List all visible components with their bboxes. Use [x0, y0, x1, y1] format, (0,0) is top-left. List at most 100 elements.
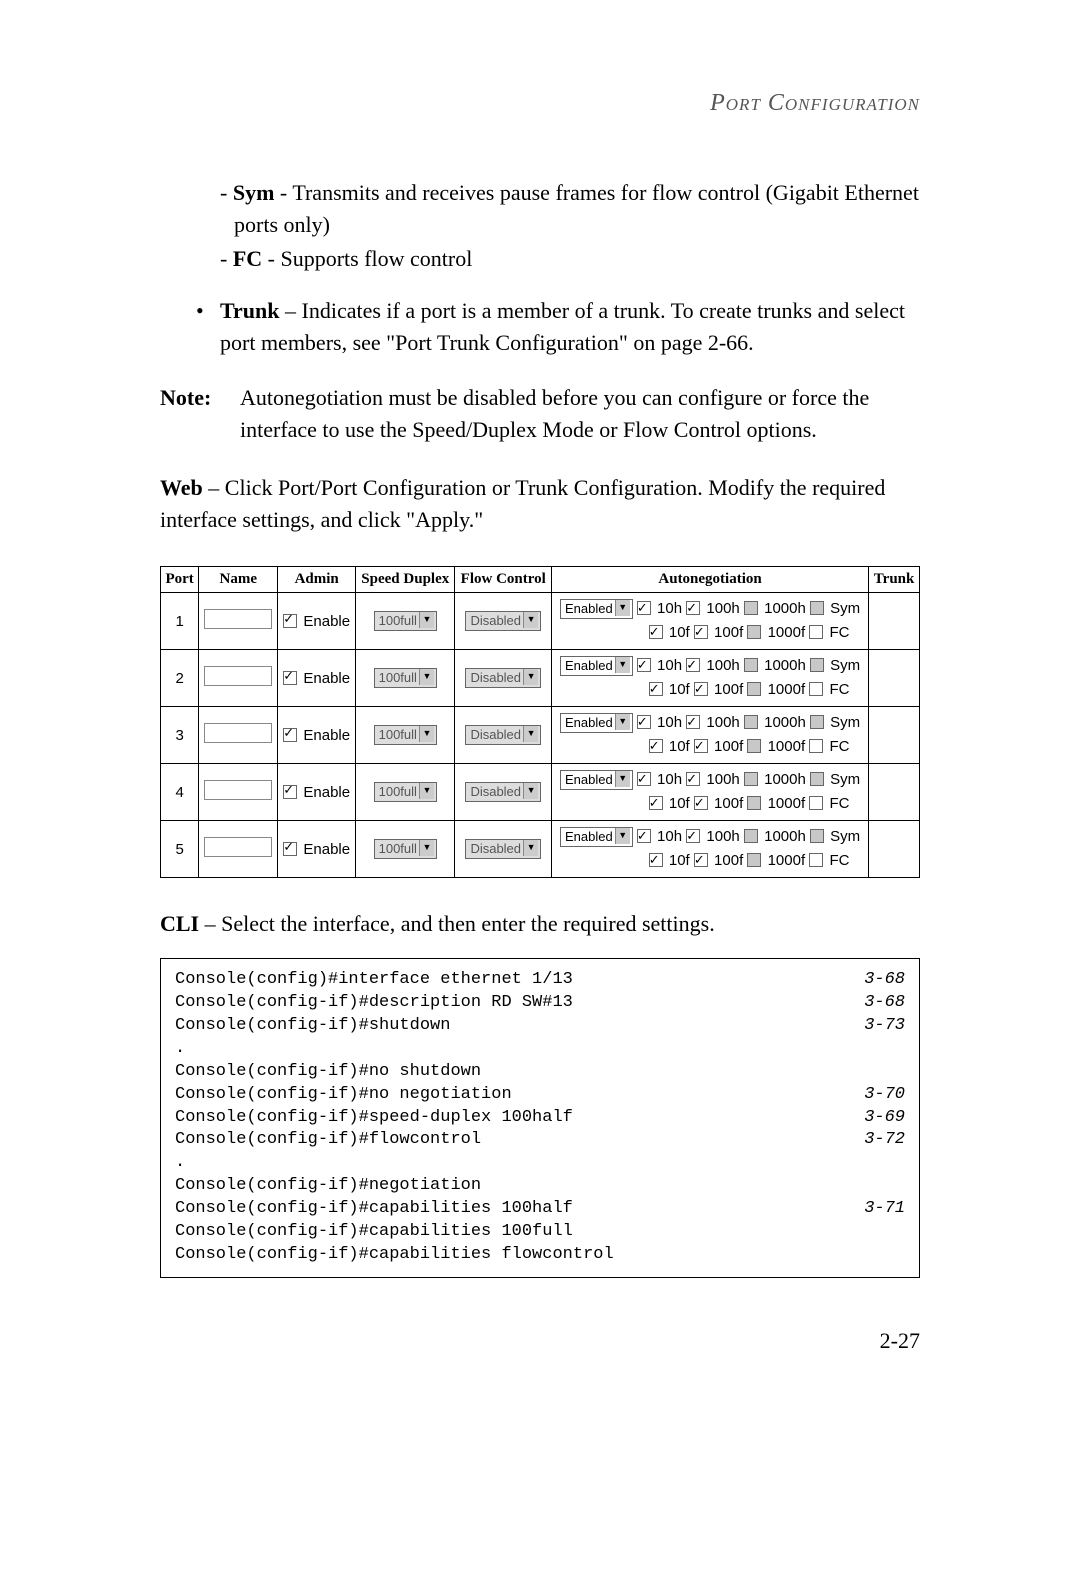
cli-code-block: Console(config)#interface ethernet 1/133… [160, 958, 920, 1278]
capability-checkbox[interactable] [649, 682, 663, 696]
name-input[interactable] [204, 723, 272, 743]
trunk-label: Trunk [220, 298, 280, 323]
name-input[interactable] [204, 666, 272, 686]
port-cell: 1 [161, 593, 199, 650]
table-row: 2 Enable100full▼Disabled▼Enabled▼ 10h 10… [161, 650, 920, 707]
chevron-down-icon: ▼ [523, 726, 538, 742]
capability-checkbox[interactable] [637, 829, 651, 843]
capability-checkbox[interactable] [809, 625, 823, 639]
capability-checkbox[interactable] [747, 739, 761, 753]
name-input[interactable] [204, 609, 272, 629]
capability-checkbox[interactable] [637, 601, 651, 615]
chevron-down-icon: ▼ [615, 600, 630, 616]
table-header: Port [161, 567, 199, 593]
capability-checkbox[interactable] [694, 853, 708, 867]
capability-checkbox[interactable] [744, 658, 758, 672]
flow-control-select[interactable]: Disabled▼ [465, 668, 541, 688]
speed-duplex-select[interactable]: 100full▼ [374, 668, 437, 688]
capability-checkbox[interactable] [747, 796, 761, 810]
chevron-down-icon: ▼ [419, 783, 434, 799]
admin-enable-checkbox[interactable] [283, 614, 297, 628]
flow-cell: Disabled▼ [455, 650, 552, 707]
capability-checkbox[interactable] [686, 829, 700, 843]
admin-enable-checkbox[interactable] [283, 728, 297, 742]
admin-enable-checkbox[interactable] [283, 671, 297, 685]
port-cell: 3 [161, 707, 199, 764]
autoneg-select[interactable]: Enabled▼ [560, 713, 633, 733]
trunk-cell [869, 764, 920, 821]
capability-checkbox[interactable] [637, 715, 651, 729]
chevron-down-icon: ▼ [419, 726, 434, 742]
note-text: Autonegotiation must be disabled before … [240, 382, 920, 446]
capability-checkbox[interactable] [744, 715, 758, 729]
capability-checkbox[interactable] [649, 625, 663, 639]
capability-checkbox[interactable] [810, 772, 824, 786]
autoneg-select[interactable]: Enabled▼ [560, 599, 633, 619]
capability-checkbox[interactable] [809, 796, 823, 810]
flow-cell: Disabled▼ [455, 707, 552, 764]
flow-control-select[interactable]: Disabled▼ [465, 839, 541, 859]
capability-checkbox[interactable] [809, 853, 823, 867]
capability-checkbox[interactable] [686, 601, 700, 615]
capability-checkbox[interactable] [744, 772, 758, 786]
capability-checkbox[interactable] [649, 853, 663, 867]
capability-checkbox[interactable] [744, 601, 758, 615]
table-header: Speed Duplex [356, 567, 455, 593]
capability-checkbox[interactable] [694, 739, 708, 753]
fc-label: FC [233, 246, 262, 271]
speed-duplex-select[interactable]: 100full▼ [374, 782, 437, 802]
speed-cell: 100full▼ [356, 821, 455, 878]
capability-checkbox[interactable] [694, 682, 708, 696]
speed-duplex-select[interactable]: 100full▼ [374, 725, 437, 745]
capability-checkbox[interactable] [686, 772, 700, 786]
capability-checkbox[interactable] [810, 601, 824, 615]
name-cell [199, 593, 278, 650]
web-text: – Click Port/Port Configuration or Trunk… [160, 475, 885, 532]
name-input[interactable] [204, 780, 272, 800]
autoneg-cell: Enabled▼ 10h 100h 1000h Sym 10f 100f 100… [552, 650, 869, 707]
capability-checkbox[interactable] [694, 796, 708, 810]
capability-checkbox[interactable] [747, 682, 761, 696]
capability-checkbox[interactable] [810, 658, 824, 672]
admin-cell: Enable [278, 707, 356, 764]
autoneg-cell: Enabled▼ 10h 100h 1000h Sym 10f 100f 100… [552, 707, 869, 764]
capability-checkbox[interactable] [637, 658, 651, 672]
capability-checkbox[interactable] [649, 796, 663, 810]
speed-duplex-select[interactable]: 100full▼ [374, 611, 437, 631]
table-row: 1 Enable100full▼Disabled▼Enabled▼ 10h 10… [161, 593, 920, 650]
autoneg-select[interactable]: Enabled▼ [560, 827, 633, 847]
capability-checkbox[interactable] [649, 739, 663, 753]
flow-control-select[interactable]: Disabled▼ [465, 782, 541, 802]
flow-control-select[interactable]: Disabled▼ [465, 611, 541, 631]
capability-checkbox[interactable] [686, 658, 700, 672]
capability-checkbox[interactable] [744, 829, 758, 843]
name-cell [199, 764, 278, 821]
autoneg-cell: Enabled▼ 10h 100h 1000h Sym 10f 100f 100… [552, 821, 869, 878]
capability-checkbox[interactable] [810, 829, 824, 843]
cli-line: Console(config-if)#no negotiation3-70 [175, 1084, 905, 1107]
capability-checkbox[interactable] [694, 625, 708, 639]
name-input[interactable] [204, 837, 272, 857]
autoneg-select[interactable]: Enabled▼ [560, 656, 633, 676]
flow-cell: Disabled▼ [455, 593, 552, 650]
capability-checkbox[interactable] [747, 625, 761, 639]
port-cell: 2 [161, 650, 199, 707]
chevron-down-icon: ▼ [419, 669, 434, 685]
cli-line: . [175, 1152, 905, 1175]
page-header: Port Configuration [160, 90, 920, 117]
web-label: Web [160, 475, 203, 500]
flow-control-select[interactable]: Disabled▼ [465, 725, 541, 745]
capability-checkbox[interactable] [747, 853, 761, 867]
capability-checkbox[interactable] [637, 772, 651, 786]
capability-checkbox[interactable] [809, 739, 823, 753]
autoneg-select[interactable]: Enabled▼ [560, 770, 633, 790]
flow-cell: Disabled▼ [455, 821, 552, 878]
speed-duplex-select[interactable]: 100full▼ [374, 839, 437, 859]
trunk-list: Trunk – Indicates if a port is a member … [160, 295, 920, 359]
capability-checkbox[interactable] [809, 682, 823, 696]
capability-checkbox[interactable] [810, 715, 824, 729]
speed-cell: 100full▼ [356, 707, 455, 764]
capability-checkbox[interactable] [686, 715, 700, 729]
admin-enable-checkbox[interactable] [283, 842, 297, 856]
admin-enable-checkbox[interactable] [283, 785, 297, 799]
